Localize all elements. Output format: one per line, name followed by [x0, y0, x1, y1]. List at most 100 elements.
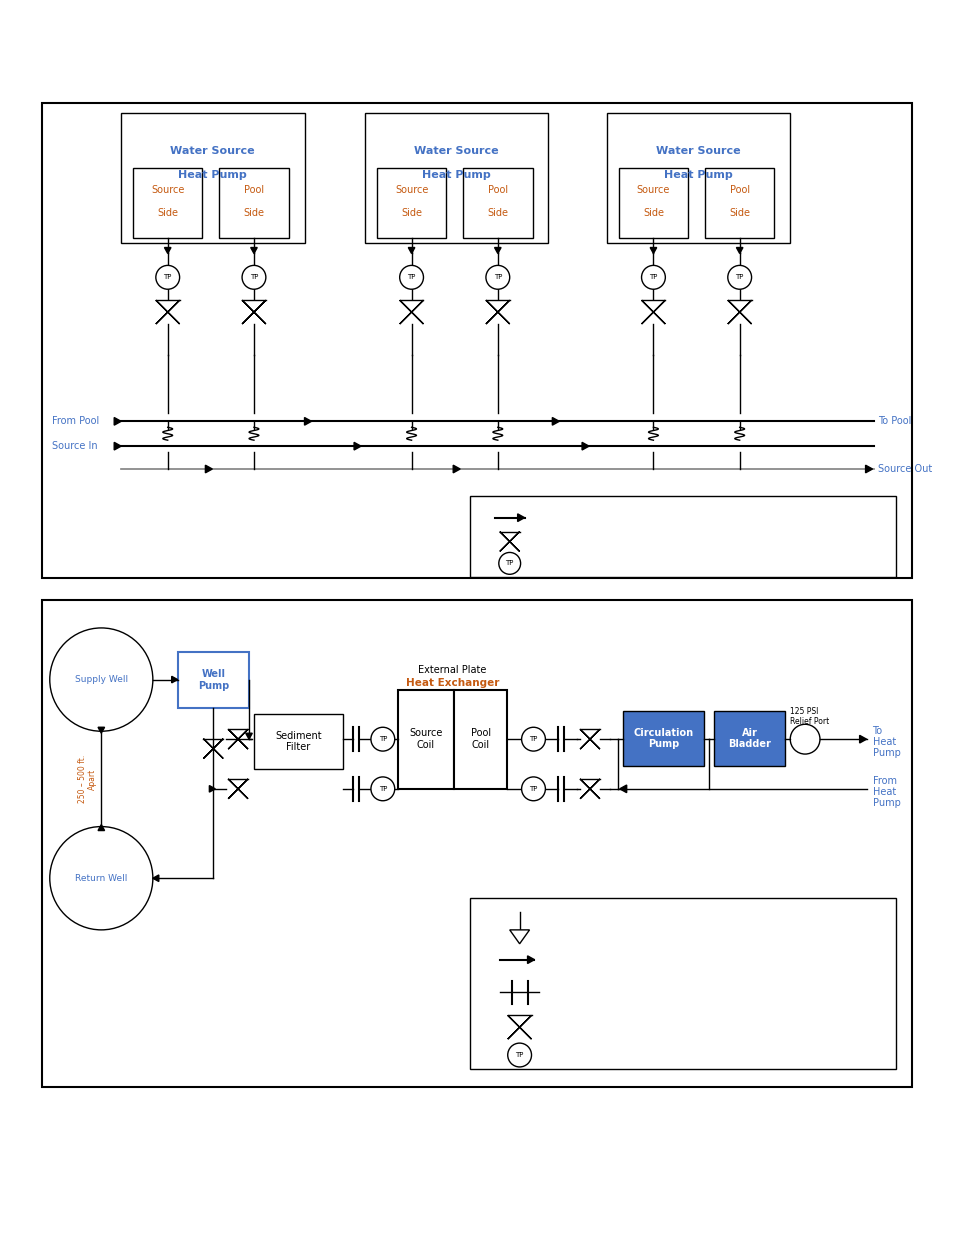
Polygon shape — [640, 300, 664, 324]
Polygon shape — [619, 785, 626, 793]
Polygon shape — [579, 729, 599, 750]
Text: From Pool: From Pool — [51, 416, 99, 426]
Circle shape — [242, 266, 266, 289]
Circle shape — [371, 777, 395, 800]
Bar — [42, 104, 911, 578]
Bar — [470, 495, 896, 577]
Text: TP: TP — [529, 736, 537, 742]
Polygon shape — [242, 300, 266, 324]
Text: TP: TP — [493, 274, 501, 280]
Polygon shape — [246, 734, 252, 740]
Text: TP: TP — [250, 274, 258, 280]
Bar — [704, 168, 774, 237]
Text: Side: Side — [400, 207, 421, 217]
Text: Water Source: Water Source — [655, 146, 740, 156]
Text: Source Out: Source Out — [878, 464, 932, 474]
Polygon shape — [114, 417, 121, 425]
Polygon shape — [155, 300, 179, 324]
Text: Relief Port: Relief Port — [789, 716, 828, 726]
Text: Heat Pump: Heat Pump — [421, 170, 490, 180]
Polygon shape — [209, 785, 215, 792]
Polygon shape — [859, 735, 865, 743]
Text: Water Source: Water Source — [414, 146, 498, 156]
Text: Sediment
Filter: Sediment Filter — [275, 731, 321, 752]
Polygon shape — [507, 1015, 531, 1039]
Text: 250 – 500 ft.
Apart: 250 – 500 ft. Apart — [77, 755, 97, 803]
Text: To Pool: To Pool — [878, 416, 911, 426]
Polygon shape — [304, 417, 311, 425]
Text: Water Source: Water Source — [170, 146, 254, 156]
Text: Pool: Pool — [729, 185, 749, 195]
Bar — [365, 114, 548, 242]
Polygon shape — [203, 739, 223, 758]
Text: TP: TP — [505, 561, 514, 567]
Text: Pump: Pump — [872, 748, 900, 758]
Circle shape — [789, 724, 820, 755]
Polygon shape — [527, 956, 534, 963]
Bar — [454, 689, 506, 789]
Text: 125 PSI: 125 PSI — [789, 706, 818, 716]
Text: To: To — [872, 726, 882, 736]
Circle shape — [399, 266, 423, 289]
Text: Side: Side — [243, 207, 264, 217]
Circle shape — [521, 727, 545, 751]
Polygon shape — [864, 466, 872, 473]
Text: Air
Bladder: Air Bladder — [727, 727, 770, 750]
Text: Heat Pump: Heat Pump — [663, 170, 732, 180]
Text: Return Well: Return Well — [75, 873, 128, 883]
Text: TP: TP — [378, 785, 387, 792]
Text: TP: TP — [163, 274, 172, 280]
Bar — [606, 114, 789, 242]
Polygon shape — [727, 300, 751, 324]
Polygon shape — [579, 779, 599, 799]
Polygon shape — [581, 442, 588, 450]
Polygon shape — [242, 300, 266, 324]
Bar — [121, 114, 304, 242]
Circle shape — [155, 266, 179, 289]
Text: Source
Coil: Source Coil — [409, 729, 442, 750]
Polygon shape — [228, 729, 248, 750]
Bar — [397, 689, 454, 789]
Polygon shape — [494, 247, 500, 253]
Bar — [219, 168, 289, 237]
Text: From: From — [872, 776, 896, 785]
Polygon shape — [499, 531, 519, 552]
Bar — [177, 652, 249, 709]
Polygon shape — [228, 779, 248, 799]
Polygon shape — [727, 300, 751, 324]
Polygon shape — [354, 442, 360, 450]
Polygon shape — [485, 300, 509, 324]
Polygon shape — [640, 300, 664, 324]
Polygon shape — [205, 466, 213, 473]
Text: Pool: Pool — [487, 185, 507, 195]
Circle shape — [50, 627, 152, 731]
Text: TP: TP — [735, 274, 743, 280]
Polygon shape — [517, 514, 524, 521]
Polygon shape — [552, 417, 558, 425]
Text: Heat Exchanger: Heat Exchanger — [405, 678, 498, 688]
Text: Source: Source — [395, 185, 428, 195]
Text: Side: Side — [487, 207, 508, 217]
Text: TP: TP — [649, 274, 657, 280]
Text: Well
Pump: Well Pump — [197, 669, 229, 690]
Bar — [253, 714, 343, 769]
Polygon shape — [399, 300, 423, 324]
Text: Heat: Heat — [872, 787, 895, 797]
Bar — [622, 711, 703, 766]
Text: Pool
Coil: Pool Coil — [470, 729, 490, 750]
Bar — [376, 168, 446, 237]
Text: TP: TP — [378, 736, 387, 742]
Polygon shape — [408, 247, 415, 253]
Bar — [470, 898, 896, 1070]
Polygon shape — [736, 247, 742, 253]
Text: Side: Side — [728, 207, 749, 217]
Polygon shape — [155, 300, 179, 324]
Polygon shape — [499, 531, 519, 552]
Text: Pump: Pump — [872, 798, 900, 808]
Text: Heat: Heat — [872, 737, 895, 747]
Polygon shape — [650, 247, 656, 253]
Text: Side: Side — [157, 207, 178, 217]
Polygon shape — [114, 442, 121, 450]
Polygon shape — [98, 727, 105, 734]
Polygon shape — [203, 739, 223, 758]
